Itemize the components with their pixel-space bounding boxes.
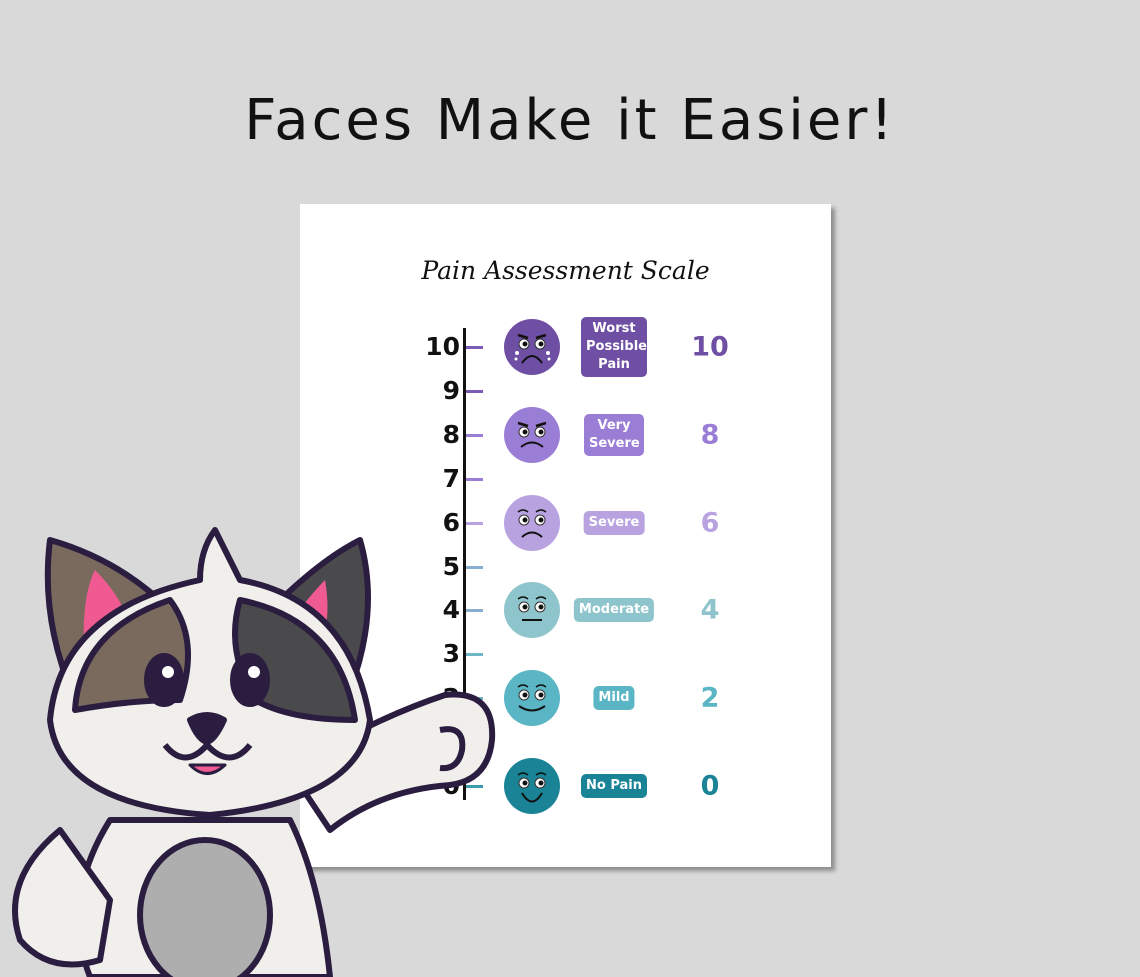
tick-mark [466, 653, 483, 657]
pain-score: 2 [700, 682, 720, 714]
headline: Faces Make it Easier! [244, 88, 896, 153]
tick-label-4: 4 [442, 595, 460, 625]
tick-mark [466, 433, 483, 437]
tick-mark [466, 565, 483, 569]
pain-score: 0 [700, 770, 720, 802]
pain-score: 8 [700, 419, 720, 451]
pain-level-label: Mild [593, 686, 635, 711]
tick-mark [466, 389, 483, 393]
crying-face-icon [504, 319, 560, 375]
slight-smile-face-icon [504, 670, 560, 727]
tick-label-6: 6 [442, 507, 460, 537]
tick-mark [466, 609, 483, 613]
pain-score: 10 [691, 331, 729, 363]
tick-label-9: 9 [442, 375, 460, 405]
sheet-title: Pain Assessment Scale [421, 256, 710, 285]
tick-mark [466, 477, 483, 481]
tick-label-10: 10 [425, 332, 460, 361]
pain-score: 6 [700, 507, 720, 539]
tick-label-7: 7 [442, 463, 460, 493]
tick-mark [466, 785, 483, 788]
pain-level-label: Worst Possible Pain [581, 317, 647, 377]
neutral-face-icon [504, 582, 560, 639]
tick-label-3: 3 [442, 639, 460, 669]
pain-level-label: Moderate [573, 598, 655, 623]
pain-level-label: No Pain [581, 774, 647, 798]
happy-face-icon [504, 758, 560, 814]
sad-face-icon [504, 494, 560, 551]
worried-face-icon [504, 406, 560, 463]
pain-level-label: Very Severe [584, 413, 644, 456]
cat-mascot-illustration [12, 527, 496, 977]
tick-mark [466, 346, 483, 349]
pain-level-label: Severe [583, 510, 645, 535]
tick-mark [466, 521, 483, 525]
tick-label-5: 5 [442, 551, 460, 581]
pain-score: 4 [700, 594, 720, 626]
tick-label-8: 8 [442, 419, 460, 449]
scale-axis [463, 328, 466, 800]
